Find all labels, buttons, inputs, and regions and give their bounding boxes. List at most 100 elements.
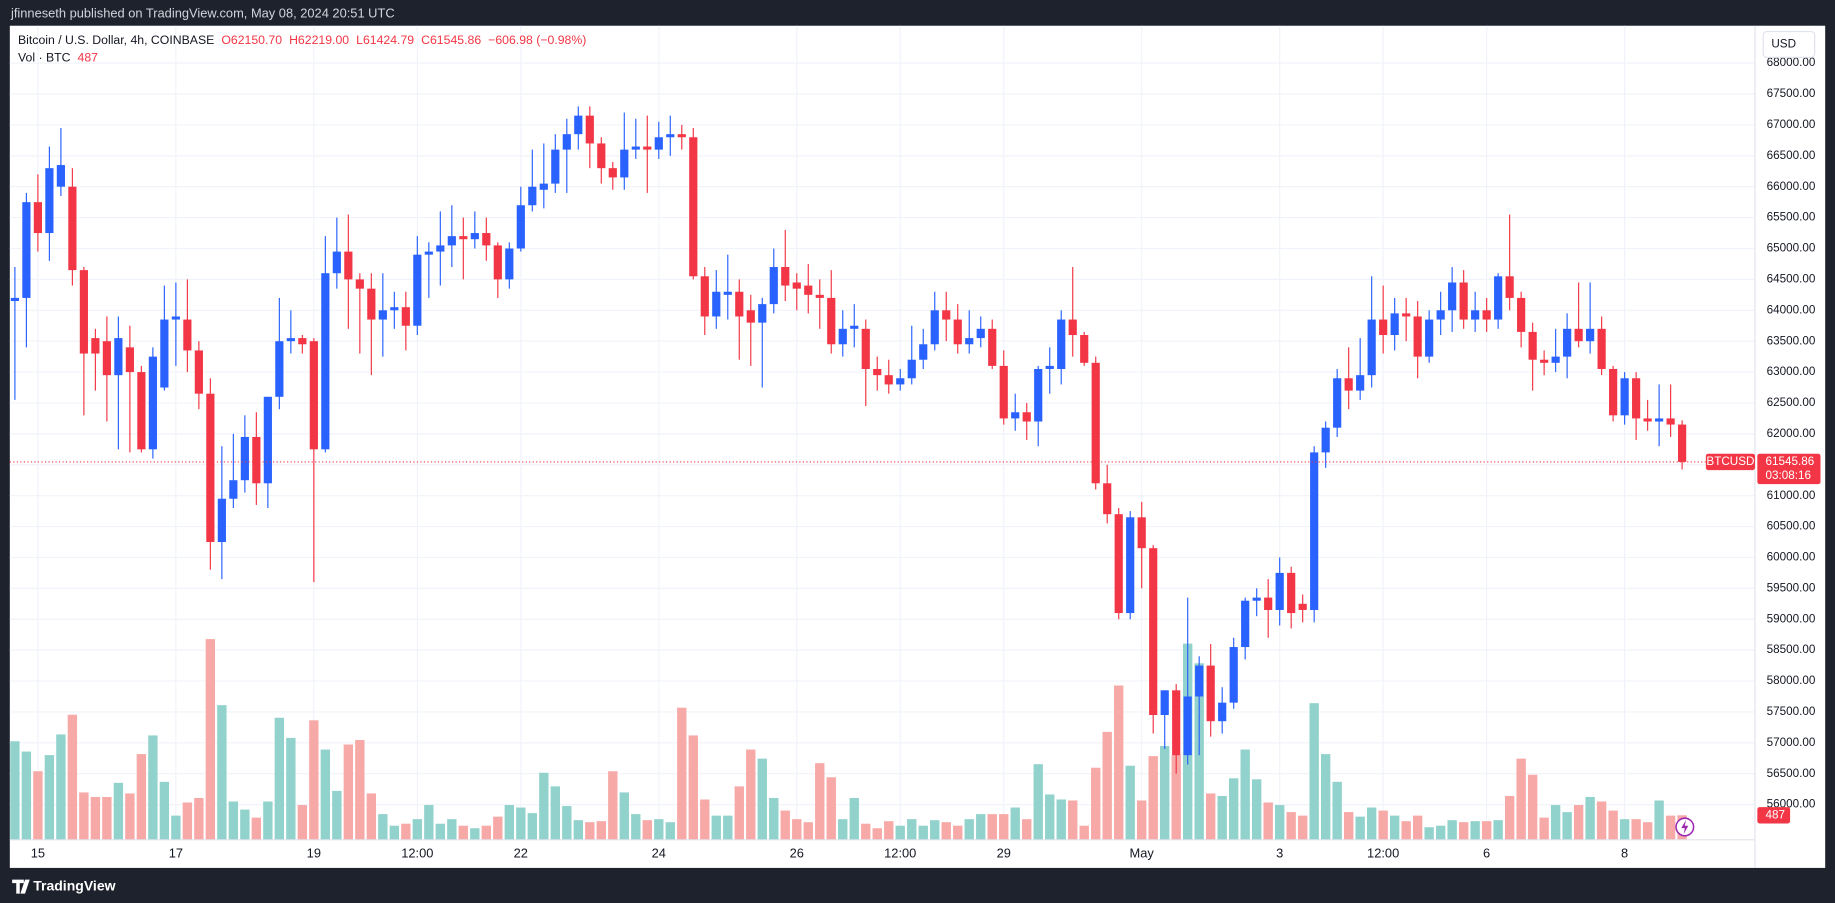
x-tick-label: 12:00 (401, 845, 433, 860)
candle-body (1149, 548, 1158, 716)
y-tick-label: 66500.00 (1767, 149, 1816, 162)
candle-body (332, 251, 341, 274)
x-tick-label: 19 (307, 845, 321, 860)
candle-body (91, 338, 100, 354)
volume-bar (309, 720, 319, 840)
volume-bar (412, 819, 423, 840)
volume-bar (217, 705, 227, 840)
volume-bar (826, 777, 836, 840)
x-tick-label: 24 (652, 845, 666, 860)
candle-body (723, 291, 732, 295)
volume-bar (1079, 825, 1089, 840)
candle-body (666, 134, 675, 138)
volume-bar (1631, 819, 1641, 840)
y-tick-label: 59000.00 (1767, 612, 1816, 625)
candle-body (309, 341, 318, 450)
volume-bar (1217, 795, 1227, 840)
candle-body (1620, 378, 1629, 416)
volume-bar (1504, 795, 1515, 840)
volume-bar (1091, 767, 1101, 840)
volume-bar (1033, 764, 1043, 840)
candle-body (390, 307, 399, 311)
candle-body (1310, 452, 1319, 610)
ohlc-value: C61545.86 (421, 33, 481, 47)
candle-body (574, 115, 583, 135)
volume-bar (654, 819, 664, 840)
y-tick-label: 63000.00 (1767, 365, 1816, 378)
candle-body (286, 338, 295, 342)
volume-bar (79, 792, 89, 840)
x-tick-label: May (1130, 845, 1155, 860)
volume-bar (700, 799, 710, 840)
candle-body (505, 248, 514, 280)
volume-bar (343, 744, 354, 840)
volume-bar (1229, 778, 1239, 840)
volume-bar (366, 793, 377, 840)
candle-body (102, 341, 111, 376)
volume-bar (1366, 807, 1377, 840)
candle-body (1218, 702, 1227, 722)
volume-bar (182, 802, 193, 840)
volume-bar (907, 819, 917, 840)
candle-body (769, 267, 778, 305)
volume-bar (1045, 794, 1055, 840)
volume-bar (1171, 755, 1181, 840)
volume-bar (171, 815, 181, 840)
volume-bar (33, 771, 43, 840)
volume-bar (286, 737, 296, 840)
volume-bar (332, 790, 342, 840)
candle-body (482, 233, 491, 246)
candle-body (1252, 597, 1261, 601)
volume-bar (67, 714, 78, 840)
y-tick-label: 64500.00 (1767, 272, 1816, 285)
volume-tag: 487 (1766, 808, 1786, 821)
volume-bar (1148, 756, 1158, 840)
candle-body (183, 319, 192, 351)
x-tick-label: 17 (169, 845, 183, 860)
volume-bar (1022, 819, 1032, 840)
volume-bar (1309, 703, 1319, 840)
currency[interactable]: USD (1771, 38, 1796, 51)
candle-body (160, 319, 169, 388)
candle-body (643, 146, 652, 150)
candle-body (148, 356, 157, 450)
volume-bar (608, 771, 618, 840)
y-tick-label: 62000.00 (1767, 427, 1816, 440)
volume-bar (447, 819, 457, 840)
candle-body (585, 115, 594, 144)
candle-body (1528, 331, 1537, 360)
volume-bar (10, 741, 20, 840)
candle-body (1678, 424, 1687, 462)
volume-bar (562, 806, 572, 840)
candle-body (367, 288, 376, 320)
volume-bar (44, 755, 55, 840)
volume-bar (1539, 817, 1549, 840)
candle-body (1551, 356, 1560, 363)
candle-body (1436, 310, 1445, 320)
volume-bar (964, 819, 974, 840)
volume-bar (263, 801, 273, 840)
candle-body (1275, 572, 1284, 610)
volume-bar (1493, 820, 1503, 840)
candle-body (884, 375, 893, 385)
candle-body (597, 143, 606, 169)
volume-bar (1378, 810, 1388, 840)
candle-body (654, 137, 663, 150)
volume-bar (1137, 800, 1147, 840)
candle-body (528, 186, 537, 206)
candle-body (1390, 313, 1399, 335)
volume-bar (481, 825, 491, 840)
currency-box[interactable] (1762, 30, 1816, 58)
brand: TradingView (33, 877, 115, 893)
candle-body (712, 291, 721, 317)
volume-bar (631, 814, 641, 840)
volume-bar (435, 823, 446, 840)
candle-body (516, 205, 525, 249)
volume-bar (1458, 822, 1469, 840)
volume-bar (1550, 805, 1561, 840)
x-tick-label: 12:00 (1367, 845, 1399, 860)
candle-body (1425, 319, 1434, 357)
candle-body (838, 328, 847, 345)
volume-bar (194, 797, 204, 840)
